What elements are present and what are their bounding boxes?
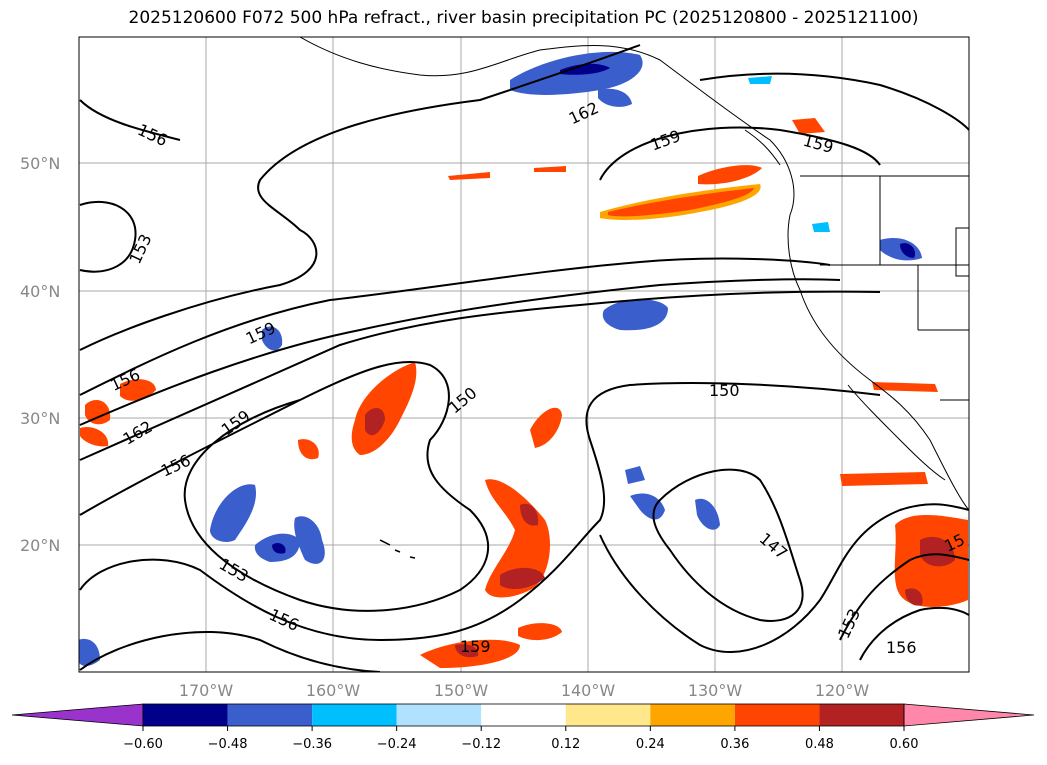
colorbar-swatch (481, 704, 566, 726)
height-contours (79, 44, 969, 672)
colorbar-tick-label: 0.12 (551, 737, 580, 752)
positive-area (840, 472, 928, 486)
lon-label: 140°W (561, 681, 616, 700)
positive-area (80, 426, 109, 447)
colorbar-swatch (565, 704, 651, 726)
lat-label: 50°N (20, 154, 60, 173)
colorbar-tick-label: 0.36 (720, 737, 749, 752)
colorbar-swatch (312, 704, 397, 726)
colorbar-labels: −0.60 −0.48 −0.36 −0.24 −0.12 0.12 0.24 0.36 0.4… (123, 737, 918, 752)
negative-area (602, 299, 668, 331)
negative-area (748, 76, 772, 84)
lat-label: 30°N (20, 409, 60, 428)
positive-area (520, 503, 539, 526)
negative-area (630, 493, 665, 520)
colorbar-tick-label: −0.48 (208, 737, 248, 752)
negative-area (560, 63, 610, 75)
colorbar-tick-label: −0.24 (377, 737, 417, 752)
borders (800, 175, 969, 401)
negative-area (625, 466, 645, 484)
colorbar-tick-label: 0.60 (890, 737, 919, 752)
lon-label: 150°W (434, 681, 489, 700)
colorbar-swatch (734, 704, 820, 726)
colorbar-tick-label: −0.60 (123, 737, 163, 752)
contour-label: 150 (709, 381, 740, 400)
positive-area (792, 118, 825, 134)
positive-area (85, 400, 111, 425)
latitude-labels: 50°N 40°N 30°N 20°N (20, 154, 60, 555)
lon-label: 170°W (179, 681, 234, 700)
negative-area (598, 88, 632, 107)
colorbar-extend-high (903, 703, 1035, 727)
positive-area (298, 439, 319, 460)
positive-area (905, 588, 923, 606)
colorbar-swatch (227, 704, 313, 726)
colorbar (11, 703, 1035, 731)
colorbar-swatch (143, 704, 228, 726)
negative-area (812, 222, 830, 232)
colorbar-tick-label: −0.36 (292, 737, 332, 752)
colorbar-tick-label: 0.24 (636, 737, 665, 752)
positive-area (698, 165, 762, 185)
positive-area (920, 536, 955, 567)
map-title: 2025120600 F072 500 hPa refract., river … (128, 8, 919, 28)
colorbar-tick-label: 0.48 (805, 737, 834, 752)
negative-area (900, 243, 916, 258)
negative-area (695, 498, 720, 530)
contour-label: 156 (886, 638, 917, 657)
lat-label: 20°N (20, 536, 60, 555)
positive-area (530, 407, 562, 448)
positive-area (455, 644, 479, 658)
positive-area (608, 188, 754, 217)
positive-area (518, 623, 562, 641)
map-border (78, 36, 970, 673)
colorbar-swatch (396, 704, 482, 726)
colorbar-extend-low (11, 703, 144, 727)
positive-area (448, 172, 490, 180)
negative-area (272, 542, 286, 554)
precip-shading (79, 51, 968, 668)
positive-area (500, 567, 545, 590)
lat-label: 40°N (20, 282, 60, 301)
lon-label: 120°W (815, 681, 870, 700)
colorbar-tick-label: −0.12 (461, 737, 501, 752)
positive-area (365, 408, 385, 436)
negative-area (210, 484, 256, 542)
longitude-labels: 170°W 160°W 150°W 140°W 130°W 120°W (179, 681, 870, 700)
coastlines (299, 37, 969, 559)
colorbar-outline (142, 703, 905, 727)
positive-area (534, 166, 566, 172)
colorbar-swatch (819, 704, 904, 726)
negative-area (262, 326, 283, 351)
positive-area (872, 382, 938, 392)
negative-area (294, 516, 325, 564)
contour-label: 159 (460, 637, 491, 656)
map-area: 156 153 162 159 159 156 162 159 156 150 … (79, 37, 969, 672)
lon-label: 130°W (688, 681, 743, 700)
colorbar-swatch (650, 704, 735, 726)
positive-area (120, 379, 156, 401)
lon-label: 160°W (306, 681, 361, 700)
